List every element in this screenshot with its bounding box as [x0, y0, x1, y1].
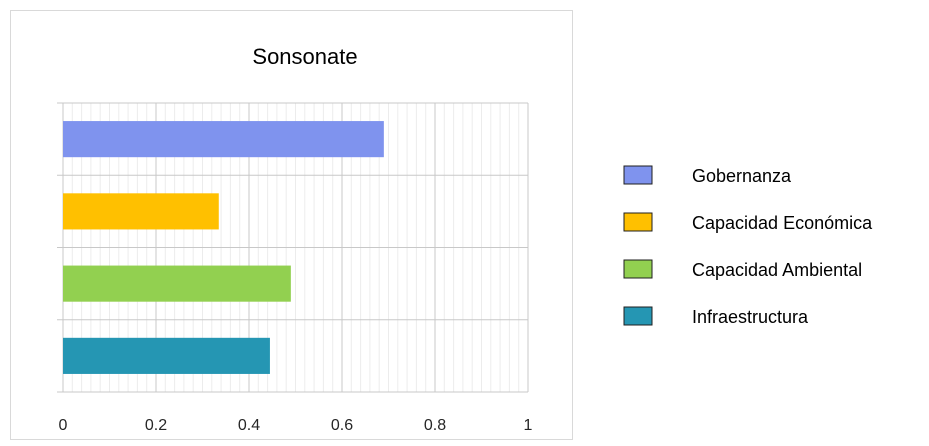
legend-label: Infraestructura [692, 307, 809, 327]
bar-capacidad-ambiental [63, 265, 291, 302]
x-tick-label: 0.4 [238, 417, 260, 434]
x-tick-labels: 0 0.2 0.4 0.6 0.8 1 [59, 417, 533, 434]
legend-swatch [623, 165, 653, 185]
legend-label: Capacidad Económica [692, 213, 873, 233]
legend-label: Capacidad Ambiental [692, 260, 862, 280]
x-tick-label: 1 [524, 417, 533, 434]
x-tick-label: 0 [59, 417, 68, 434]
legend-swatch [623, 212, 653, 232]
legend-swatch [623, 306, 653, 326]
bar-layer [63, 121, 384, 374]
x-tick-label: 0.6 [331, 417, 353, 434]
bar-gobernanza [63, 121, 384, 158]
legend-swatch [623, 259, 653, 279]
bar-capacidad-económica [63, 193, 219, 230]
chart-title: Sonsonate [252, 44, 357, 69]
legend: Gobernanza Capacidad Económica Capacidad A… [623, 165, 873, 327]
x-tick-label: 0.2 [145, 417, 167, 434]
bar-infraestructura [63, 337, 270, 374]
legend-label: Gobernanza [692, 166, 792, 186]
x-tick-label: 0.8 [424, 417, 446, 434]
